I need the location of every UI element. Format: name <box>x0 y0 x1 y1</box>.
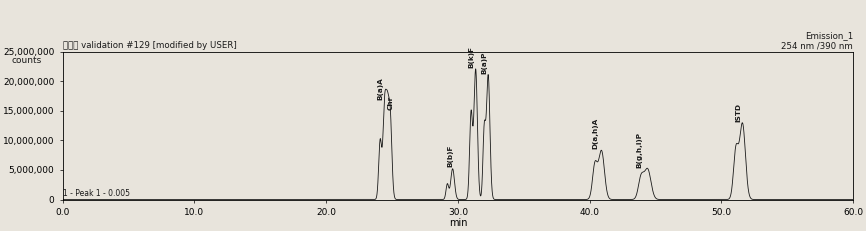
X-axis label: min: min <box>449 218 467 228</box>
Text: B(a)P: B(a)P <box>481 51 488 73</box>
Text: counts: counts <box>11 56 42 65</box>
Text: 한야재 validation #129 [modified by USER]: 한야재 validation #129 [modified by USER] <box>62 41 236 50</box>
Text: B(g,h,i)P: B(g,h,i)P <box>637 132 643 167</box>
Text: 1 - Peak 1 - 0.005: 1 - Peak 1 - 0.005 <box>62 189 130 198</box>
Text: B(k)F: B(k)F <box>469 46 475 68</box>
Text: ISTD: ISTD <box>735 103 741 122</box>
Text: B(a)A: B(a)A <box>378 77 384 100</box>
Text: Chr: Chr <box>388 96 394 110</box>
Text: Emission_1
254 nm /390 nm: Emission_1 254 nm /390 nm <box>781 31 853 50</box>
Text: B(b)F: B(b)F <box>447 145 453 167</box>
Text: D(a,h)A: D(a,h)A <box>592 118 598 149</box>
